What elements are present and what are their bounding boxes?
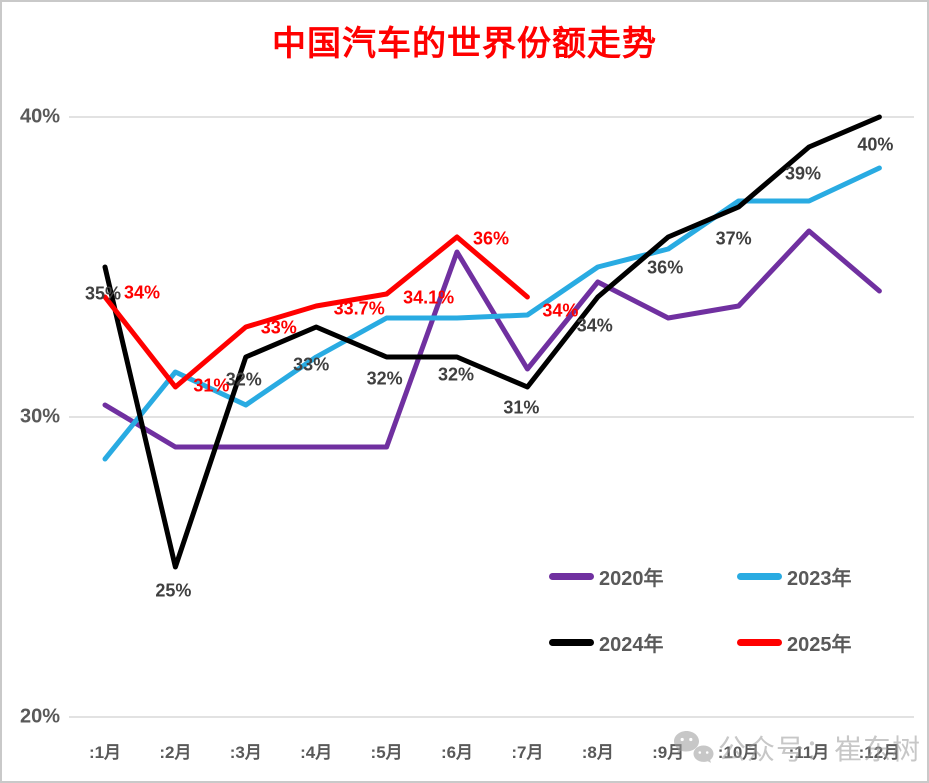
data-label-2025年: 31% bbox=[193, 375, 230, 396]
legend-label: 2023年 bbox=[787, 568, 852, 590]
y-tick-label: 30% bbox=[19, 405, 60, 428]
x-tick-label: :12月 bbox=[858, 743, 901, 762]
legend-item-2020年: 2020年 bbox=[549, 562, 664, 591]
data-label-2024年: 32% bbox=[225, 369, 262, 390]
x-tick-label: :2月 bbox=[159, 743, 192, 762]
data-label-2024年: 31% bbox=[503, 397, 540, 418]
data-label-2025年: 33% bbox=[260, 317, 297, 338]
series-line-2020年 bbox=[102, 228, 882, 450]
series-line-2024年 bbox=[102, 114, 882, 570]
data-label-2024年: 34% bbox=[576, 315, 613, 336]
data-label-2024年: 40% bbox=[857, 134, 894, 155]
x-tick-label: :1月 bbox=[88, 743, 122, 762]
chart-title: 中国汽车的世界份额走势 bbox=[272, 25, 657, 63]
data-label-2024年: 39% bbox=[784, 163, 822, 184]
data-label-2024年: 35% bbox=[84, 283, 122, 304]
data-label-2025年: 34.1% bbox=[403, 287, 455, 308]
legend-item-2024年: 2024年 bbox=[549, 628, 664, 657]
x-tick-label: :7月 bbox=[511, 743, 544, 762]
x-tick-label: :9月 bbox=[652, 743, 685, 762]
legend-swatch-2020年 bbox=[549, 573, 594, 580]
x-tick-label: :11月 bbox=[788, 743, 830, 762]
legend-swatch-2024年 bbox=[549, 639, 594, 646]
data-label-2025年: 33.7% bbox=[333, 298, 385, 319]
x-tick-label: :3月 bbox=[229, 743, 262, 762]
data-label-2024年: 36% bbox=[647, 257, 684, 278]
y-tick-label: 40% bbox=[19, 105, 60, 128]
legend-swatch-2025年 bbox=[737, 639, 782, 646]
x-tick-label: :8月 bbox=[581, 743, 614, 762]
legend-label: 2024年 bbox=[599, 634, 664, 656]
legend-item-2025年: 2025年 bbox=[737, 628, 852, 657]
legend-label: 2020年 bbox=[599, 568, 664, 590]
series-line-2025年 bbox=[102, 234, 530, 390]
data-label-2024年: 37% bbox=[715, 228, 752, 249]
y-tick-label: 20% bbox=[19, 705, 60, 728]
x-tick-label: :6月 bbox=[440, 743, 474, 762]
x-tick-label: :4月 bbox=[300, 743, 333, 762]
x-tick-label: :5月 bbox=[370, 743, 403, 762]
data-label-2024年: 32% bbox=[366, 368, 403, 389]
data-label-2025年: 34% bbox=[123, 282, 161, 303]
data-label-2024年: 33% bbox=[293, 354, 330, 375]
x-tick-label: :10月 bbox=[717, 743, 760, 762]
legend-label: 2025年 bbox=[787, 634, 852, 656]
data-label-2024年: 32% bbox=[437, 364, 475, 385]
data-label-2025年: 34% bbox=[542, 300, 579, 321]
legend-item-2023年: 2023年 bbox=[737, 562, 852, 591]
data-label-2025年: 36% bbox=[472, 228, 510, 249]
data-label-2024年: 25% bbox=[155, 580, 192, 601]
legend-swatch-2023年 bbox=[737, 573, 782, 580]
